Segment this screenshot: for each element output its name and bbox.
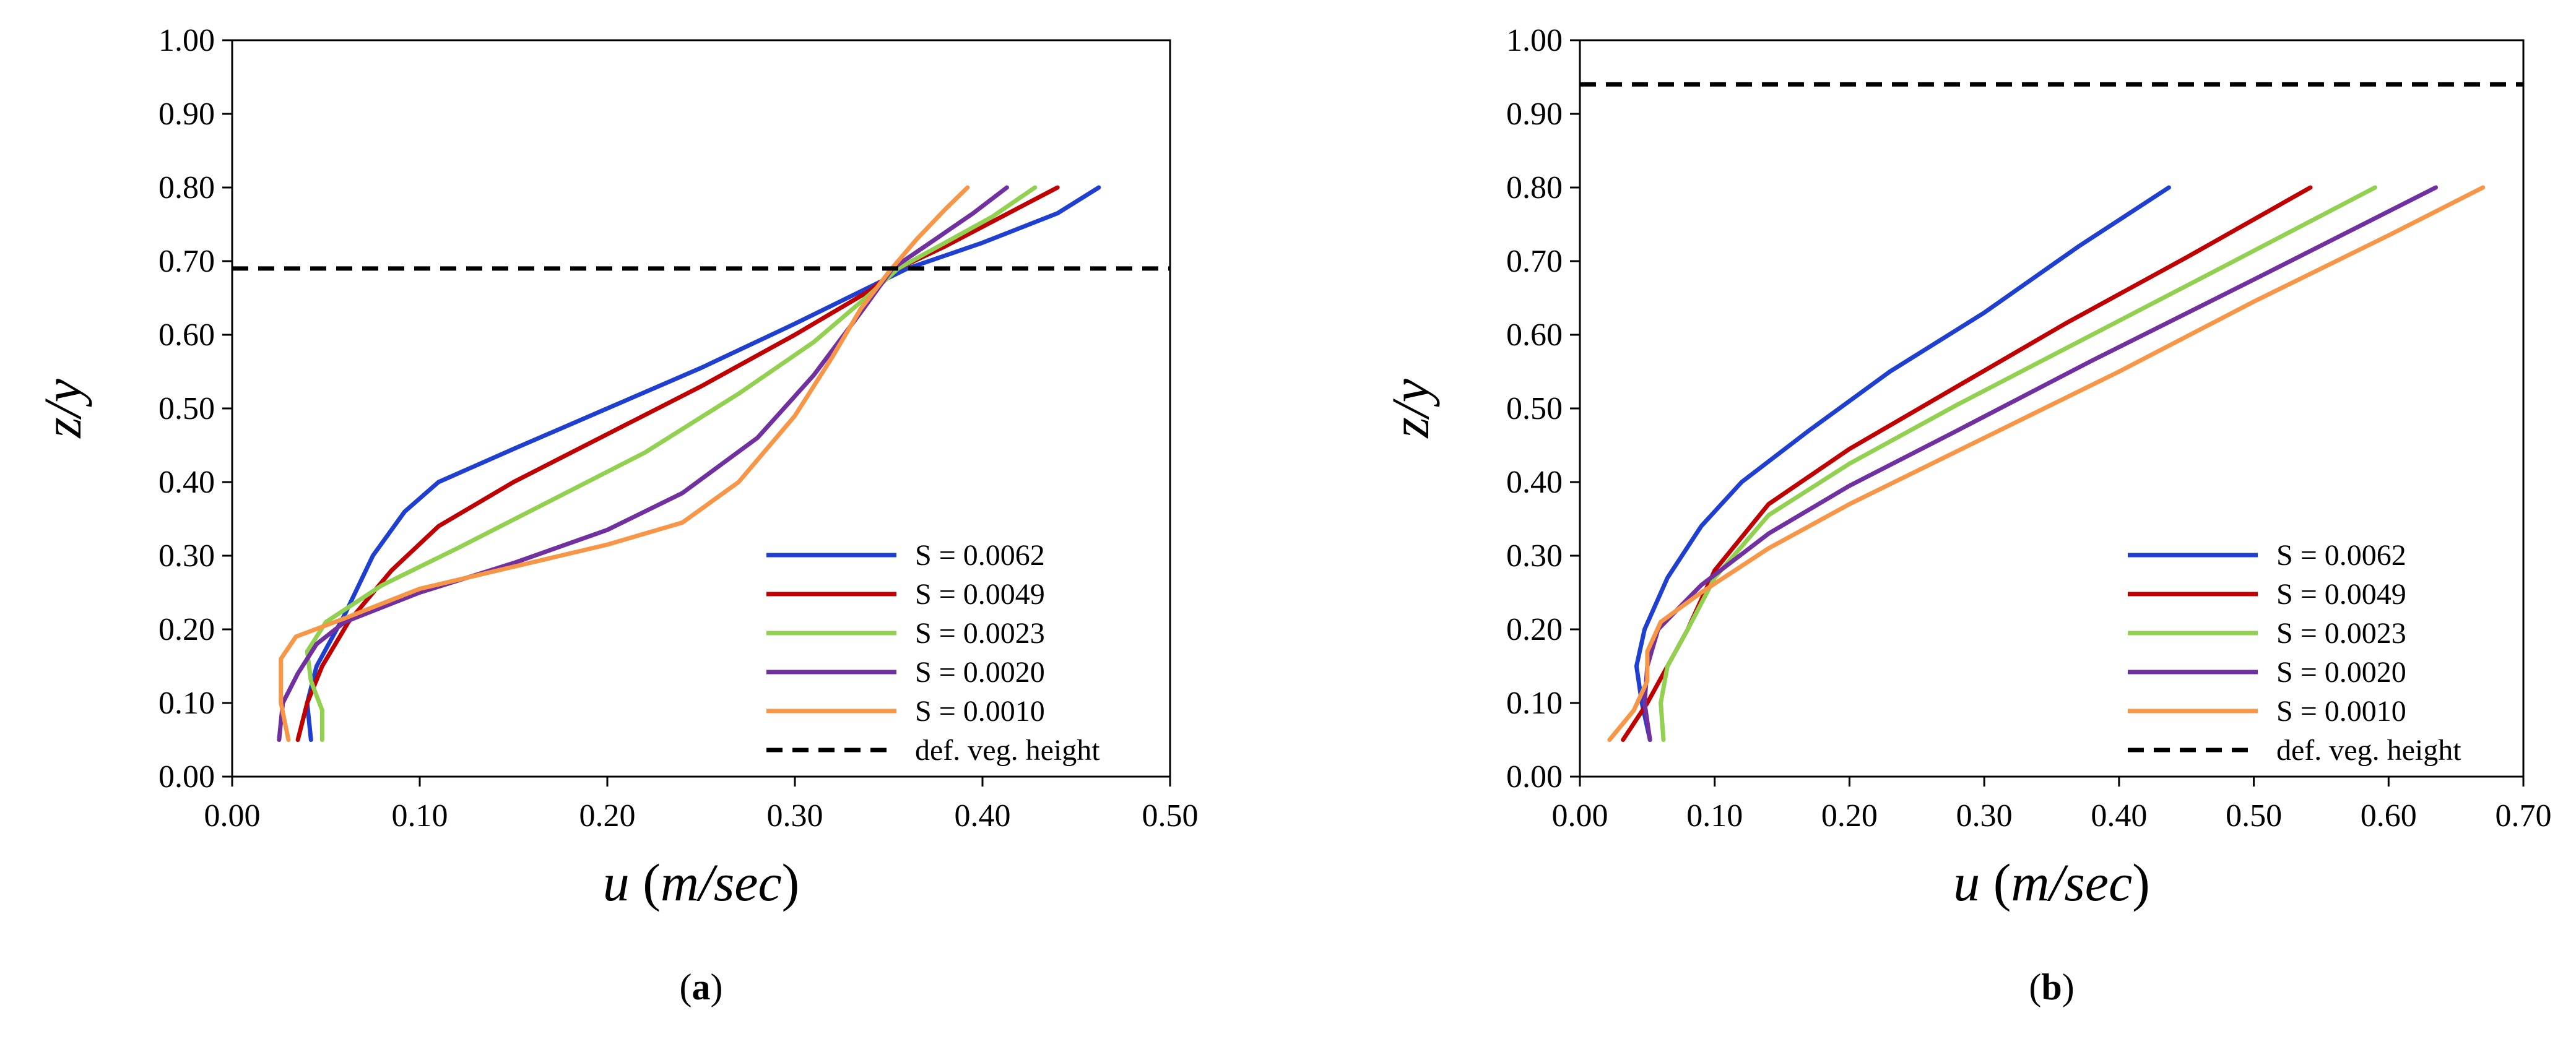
y-tick-label: 0.10 bbox=[158, 686, 215, 721]
series-line-5 bbox=[1607, 185, 2486, 742]
y-tick-label: 1.00 bbox=[158, 23, 215, 58]
x-tick-label: 0.20 bbox=[579, 798, 636, 834]
legend-label: S = 0.0020 bbox=[2276, 656, 2406, 689]
y-tick-label: 0.00 bbox=[1506, 759, 1563, 795]
x-tick-label: 0.50 bbox=[2226, 798, 2282, 834]
y-tick-label: 0.00 bbox=[158, 759, 215, 795]
legend-label: S = 0.0010 bbox=[2276, 695, 2406, 728]
y-tick-label: 0.40 bbox=[158, 465, 215, 500]
legend: S = 0.0062 S = 0.0049 S = 0.0023 S = 0.0020… bbox=[766, 539, 1100, 767]
panel-label: (a) bbox=[680, 967, 723, 1007]
chart-panel-a: 0.00 0.10 0.20 0.30 0.40 0.50 0.60 0.70 0.80 0.90… bbox=[33, 23, 1199, 1007]
series-line-4 bbox=[277, 185, 1009, 742]
x-tick-label: 0.50 bbox=[1142, 798, 1199, 834]
y-tick-label: 0.10 bbox=[1506, 686, 1563, 721]
y-tick-label: 0.90 bbox=[158, 97, 215, 132]
y-tick-label: 1.00 bbox=[1506, 23, 1563, 58]
y-tick-label: 0.30 bbox=[158, 538, 215, 574]
legend-label: S = 0.0020 bbox=[915, 656, 1045, 689]
x-tick-label: 0.70 bbox=[2496, 798, 2552, 834]
y-tick-label: 0.30 bbox=[1506, 538, 1563, 574]
x-tick-label: 0.30 bbox=[767, 798, 823, 834]
x-tick-label: 0.30 bbox=[1956, 798, 2013, 834]
y-tick-label: 0.70 bbox=[158, 244, 215, 279]
series-line-3 bbox=[305, 185, 1038, 742]
x-axis-label: u (m/sec) bbox=[1953, 853, 2150, 912]
panel-label: (b) bbox=[2029, 967, 2074, 1007]
chart-panel-b: 0.00 0.10 0.20 0.30 0.40 0.50 0.60 0.70 0.80 0.90… bbox=[1381, 23, 2552, 1007]
series-line-1 bbox=[305, 185, 1101, 742]
legend-label: S = 0.0010 bbox=[915, 695, 1045, 728]
legend: S = 0.0062 S = 0.0049 S = 0.0023 S = 0.0020… bbox=[2128, 539, 2461, 767]
x-tick-label: 0.60 bbox=[2361, 798, 2417, 834]
x-tick-label: 0.00 bbox=[1552, 798, 1608, 834]
legend-label: S = 0.0049 bbox=[2276, 578, 2406, 611]
y-axis-label: z/y bbox=[33, 378, 92, 438]
y-tick-label: 0.80 bbox=[1506, 170, 1563, 205]
y-tick-label: 0.40 bbox=[1506, 465, 1563, 500]
legend-label: S = 0.0062 bbox=[915, 539, 1045, 572]
y-tick-label: 0.60 bbox=[158, 317, 215, 353]
series-line-3 bbox=[1659, 185, 2377, 742]
y-tick-label: 0.60 bbox=[1506, 317, 1563, 353]
legend-label: S = 0.0049 bbox=[915, 578, 1045, 611]
y-axis-label: z/y bbox=[1381, 378, 1440, 438]
y-tick-label: 0.70 bbox=[1506, 244, 1563, 279]
x-tick-label: 0.00 bbox=[204, 798, 261, 834]
x-tick-label: 0.10 bbox=[392, 798, 448, 834]
legend-label: S = 0.0023 bbox=[915, 617, 1045, 650]
legend-label: def. veg. height bbox=[915, 734, 1100, 767]
x-tick-label: 0.20 bbox=[1821, 798, 1878, 834]
legend-label: def. veg. height bbox=[2276, 734, 2461, 767]
series-line-2 bbox=[1621, 185, 2313, 742]
legend-label: S = 0.0023 bbox=[2276, 617, 2406, 650]
series-line-1 bbox=[1634, 185, 2171, 742]
y-tick-label: 0.80 bbox=[158, 170, 215, 205]
y-tick-label: 0.50 bbox=[1506, 391, 1563, 426]
y-tick-label: 0.50 bbox=[158, 391, 215, 426]
series-line-5 bbox=[279, 185, 970, 742]
legend-label: S = 0.0062 bbox=[2276, 539, 2406, 572]
y-tick-label: 0.20 bbox=[158, 612, 215, 647]
x-tick-label: 0.10 bbox=[1686, 798, 1743, 834]
x-tick-label: 0.40 bbox=[955, 798, 1011, 834]
y-tick-label: 0.90 bbox=[1506, 97, 1563, 132]
x-tick-label: 0.40 bbox=[2091, 798, 2147, 834]
y-tick-label: 0.20 bbox=[1506, 612, 1563, 647]
x-axis-label: u (m/sec) bbox=[603, 853, 800, 912]
